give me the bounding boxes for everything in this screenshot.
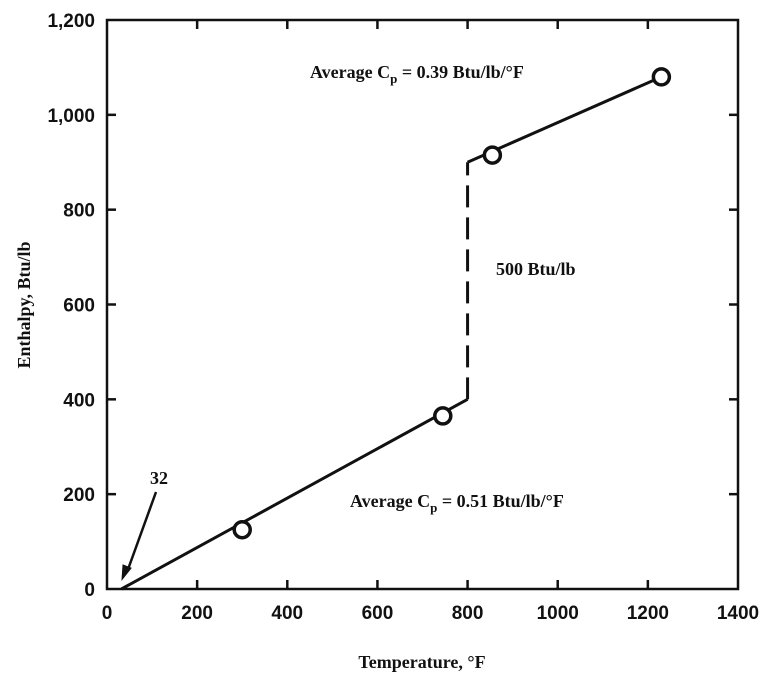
annotation-start-label: 32 <box>150 468 168 488</box>
y-axis-ticks: 0 200 400 600 800 1,000 1,200 <box>47 11 738 601</box>
x-tick-label: 1000 <box>537 603 579 624</box>
y-axis-title: Enthalpy, Btu/lb <box>14 241 34 368</box>
start-arrow-line <box>126 491 158 572</box>
x-tick-label: 600 <box>362 603 394 624</box>
annotation-lower-cp: Average Cp = 0.51 Btu/lb/°F <box>350 491 564 515</box>
x-axis-title: Temperature, °F <box>358 652 485 672</box>
x-tick-label: 400 <box>271 603 303 624</box>
data-points <box>232 67 672 540</box>
annotation-latent-heat: 500 Btu/lb <box>496 259 576 279</box>
data-point-2 <box>433 406 453 426</box>
y-tick-label: 0 <box>84 580 95 601</box>
data-point-1 <box>232 519 252 540</box>
x-tick-label: 800 <box>452 603 484 624</box>
series-lines <box>120 75 662 591</box>
y-tick-label: 400 <box>63 390 95 411</box>
x-tick-label: 1200 <box>627 603 669 624</box>
data-point-4 <box>651 67 672 87</box>
y-tick-label: 200 <box>63 485 95 506</box>
data-point-3 <box>482 145 503 165</box>
series-line-3 <box>466 75 662 164</box>
x-axis-ticks: 0 200 400 600 800 1000 1200 1400 <box>102 20 759 624</box>
annotation-upper-cp: Average Cp = 0.39 Btu/lb/°F <box>310 62 524 86</box>
y-tick-label: 1,000 <box>47 106 95 127</box>
y-tick-label: 800 <box>63 201 95 222</box>
y-tick-label: 1,200 <box>47 11 95 32</box>
x-tick-label: 1400 <box>717 603 759 624</box>
x-tick-label: 0 <box>102 603 113 624</box>
x-tick-label: 200 <box>181 603 213 624</box>
start-arrowhead <box>121 564 132 581</box>
y-tick-label: 600 <box>63 296 95 317</box>
series-line-1 <box>120 398 469 591</box>
